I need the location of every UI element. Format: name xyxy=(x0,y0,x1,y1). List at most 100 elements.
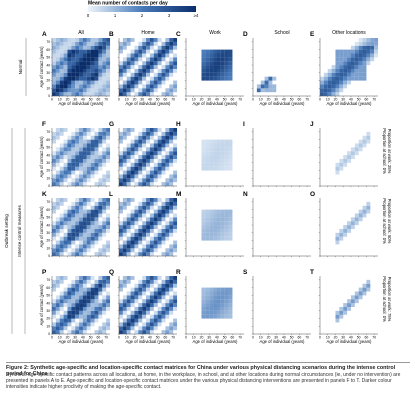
heatmap-cell xyxy=(102,326,107,331)
x-tick-label: 20 xyxy=(66,336,70,340)
heatmap-cell xyxy=(55,174,60,179)
heatmap-cell xyxy=(173,198,178,202)
heatmap-cell xyxy=(153,240,158,245)
heatmap-cell xyxy=(347,68,351,73)
heatmap-cell xyxy=(146,326,150,331)
heatmap-cell xyxy=(272,88,277,93)
heatmap-cell xyxy=(173,225,178,229)
heatmap-cell xyxy=(63,295,68,300)
heatmap-cell xyxy=(55,155,60,159)
heatmap-cell xyxy=(213,68,217,73)
heatmap-cell xyxy=(63,147,68,152)
heatmap-cell xyxy=(98,276,103,280)
heatmap-cell xyxy=(106,41,111,46)
heatmap-cell xyxy=(130,240,135,245)
x-tick-label: 50 xyxy=(223,98,227,102)
heatmap-cell xyxy=(354,45,359,50)
heatmap-cell xyxy=(71,178,76,183)
heatmap-cell xyxy=(134,209,139,214)
x-tick-label: 30 xyxy=(341,336,345,340)
heatmap-cell xyxy=(52,228,56,233)
heatmap-cell xyxy=(228,291,233,296)
heatmap-cell xyxy=(82,322,87,327)
heatmap-cell xyxy=(169,41,174,46)
heatmap-cell xyxy=(106,283,111,288)
heatmap-cell xyxy=(161,330,166,335)
heatmap-cell xyxy=(343,225,348,229)
heatmap-cell xyxy=(102,228,107,233)
heatmap-cell xyxy=(350,68,355,73)
heatmap-cell xyxy=(82,178,87,183)
heatmap-cell xyxy=(75,232,80,237)
heatmap-cell xyxy=(205,228,210,233)
heatmap-cell xyxy=(67,53,72,58)
heatmap-cell xyxy=(86,92,91,97)
heatmap-cell xyxy=(79,252,83,257)
heatmap-cell xyxy=(67,182,72,187)
x-tick-label: 0 xyxy=(51,98,53,102)
heatmap-cell xyxy=(161,291,166,296)
heatmap-cell xyxy=(153,166,158,171)
heatmap-cell xyxy=(134,158,139,163)
heatmap-cell xyxy=(52,61,56,66)
x-tick-label: 50 xyxy=(223,336,227,340)
heatmap-cell xyxy=(260,80,265,85)
heatmap-cell xyxy=(146,232,150,237)
heatmap-cell xyxy=(209,287,214,292)
heatmap-cell xyxy=(90,213,95,218)
heatmap-cell xyxy=(55,248,60,253)
heatmap-cell xyxy=(102,306,107,311)
heatmap-cell xyxy=(146,178,150,183)
heatmap-cell xyxy=(169,244,174,249)
heatmap-cell xyxy=(55,88,60,93)
heatmap-cell xyxy=(205,232,210,237)
heatmap-cell xyxy=(173,306,178,311)
heatmap-cell xyxy=(146,240,150,245)
heatmap-cell xyxy=(142,45,147,50)
heatmap-cell xyxy=(79,330,83,335)
heatmap-cell xyxy=(67,80,72,85)
heatmap-cell xyxy=(165,236,170,241)
x-tick-label: 40 xyxy=(349,336,353,340)
heatmap-cell xyxy=(173,174,178,179)
heatmap-cell xyxy=(153,276,158,280)
scenario-label: Proportion at work: 50%Proportion at sch… xyxy=(382,198,392,244)
heatmap-cell xyxy=(153,88,158,93)
heatmap-cell xyxy=(67,49,72,54)
heatmap-cell xyxy=(347,53,351,58)
heatmap-cell xyxy=(79,139,83,144)
heatmap-cell xyxy=(358,291,363,296)
heatmap-cell xyxy=(122,68,127,73)
heatmap-cell xyxy=(157,291,162,296)
heatmap-cell xyxy=(71,303,76,307)
heatmap-cell xyxy=(55,225,60,229)
heatmap-cell xyxy=(79,295,83,300)
heatmap-cell xyxy=(149,84,154,89)
heatmap-cell xyxy=(126,61,131,66)
heatmap-cell xyxy=(339,166,344,171)
heatmap-cell xyxy=(209,221,214,226)
heatmap-cell xyxy=(55,318,60,323)
heatmap-cell xyxy=(201,306,206,311)
heatmap-cell xyxy=(82,283,87,288)
heatmap-cell xyxy=(146,162,150,167)
heatmap-cell xyxy=(106,244,111,249)
heatmap-cell xyxy=(98,92,103,97)
heatmap-cell xyxy=(122,318,127,323)
heatmap-cell xyxy=(169,38,174,42)
heatmap-cell xyxy=(213,57,217,62)
heatmap-cell xyxy=(71,135,76,140)
heatmap-cell xyxy=(366,209,371,214)
heatmap-cell xyxy=(134,170,139,175)
heatmap-cell xyxy=(75,198,80,202)
heatmap-cell xyxy=(67,88,72,93)
heatmap-cell xyxy=(343,310,348,315)
heatmap-cell xyxy=(343,72,348,77)
heatmap-cell xyxy=(134,151,139,156)
heatmap-cell xyxy=(138,49,143,54)
heatmap-cell xyxy=(366,57,371,62)
heatmap-cell xyxy=(126,330,131,335)
heatmap-cell xyxy=(79,182,83,187)
scenario-label: Proportion at work: 75%Proportion at sch… xyxy=(382,276,392,322)
